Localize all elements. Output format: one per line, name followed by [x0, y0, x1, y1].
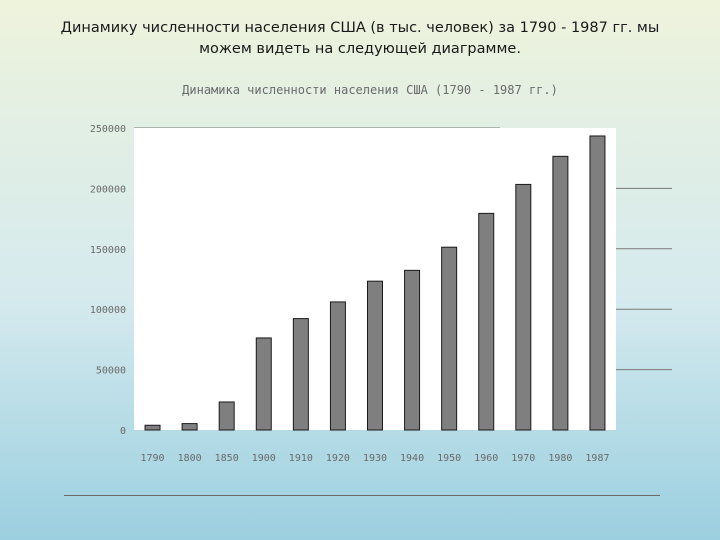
x-tick-label: 1910: [289, 453, 313, 464]
bar-1980: [552, 155, 569, 431]
x-tick-label: 1900: [252, 453, 276, 464]
x-tick-label: 1940: [400, 453, 424, 464]
bar-1970: [515, 183, 532, 431]
x-tick-label: 1960: [474, 453, 498, 464]
chart-title: Динамика численности населения США (1790…: [182, 83, 558, 97]
y-tick-label: 100000: [90, 305, 126, 316]
bar-1950: [441, 246, 458, 431]
y-tick-label: 250000: [90, 124, 126, 135]
y-axis-tick-labels: 0 50000 100000 150000 200000 250000: [90, 124, 126, 437]
y-tick-label: 200000: [90, 184, 126, 195]
x-tick-label: 1920: [326, 453, 350, 464]
bar-1900: [255, 337, 272, 431]
bar-1800: [181, 423, 198, 431]
x-axis-tick-labels: 1790 1800 1850 1900 1910 1920 1930 1940 1950 1960…: [140, 453, 609, 464]
bar-1930: [367, 280, 383, 431]
x-tick-label: 1950: [437, 453, 461, 464]
bar-1790: [144, 424, 161, 431]
x-tick-label: 1930: [363, 453, 387, 464]
bar-1910: [292, 318, 309, 431]
slide-title: Динамику численности населения США (в ты…: [60, 20, 660, 57]
bar-1987: [589, 135, 606, 431]
y-tick-label: 50000: [96, 366, 126, 377]
bottom-divider: [64, 495, 660, 496]
bar-1960: [478, 212, 495, 431]
bars: [144, 135, 606, 431]
x-tick-label: 1790: [140, 453, 164, 464]
x-tick-label: 1800: [178, 453, 202, 464]
y-tick-label: 150000: [90, 245, 126, 256]
y-tick-label: 0: [120, 426, 126, 437]
bar-1850: [218, 401, 235, 431]
x-tick-label: 1980: [548, 453, 572, 464]
x-tick-label: 1850: [215, 453, 239, 464]
x-tick-label: 1987: [585, 453, 609, 464]
x-tick-label: 1970: [511, 453, 535, 464]
bar-1920: [329, 301, 346, 431]
bar-1940: [404, 269, 421, 431]
